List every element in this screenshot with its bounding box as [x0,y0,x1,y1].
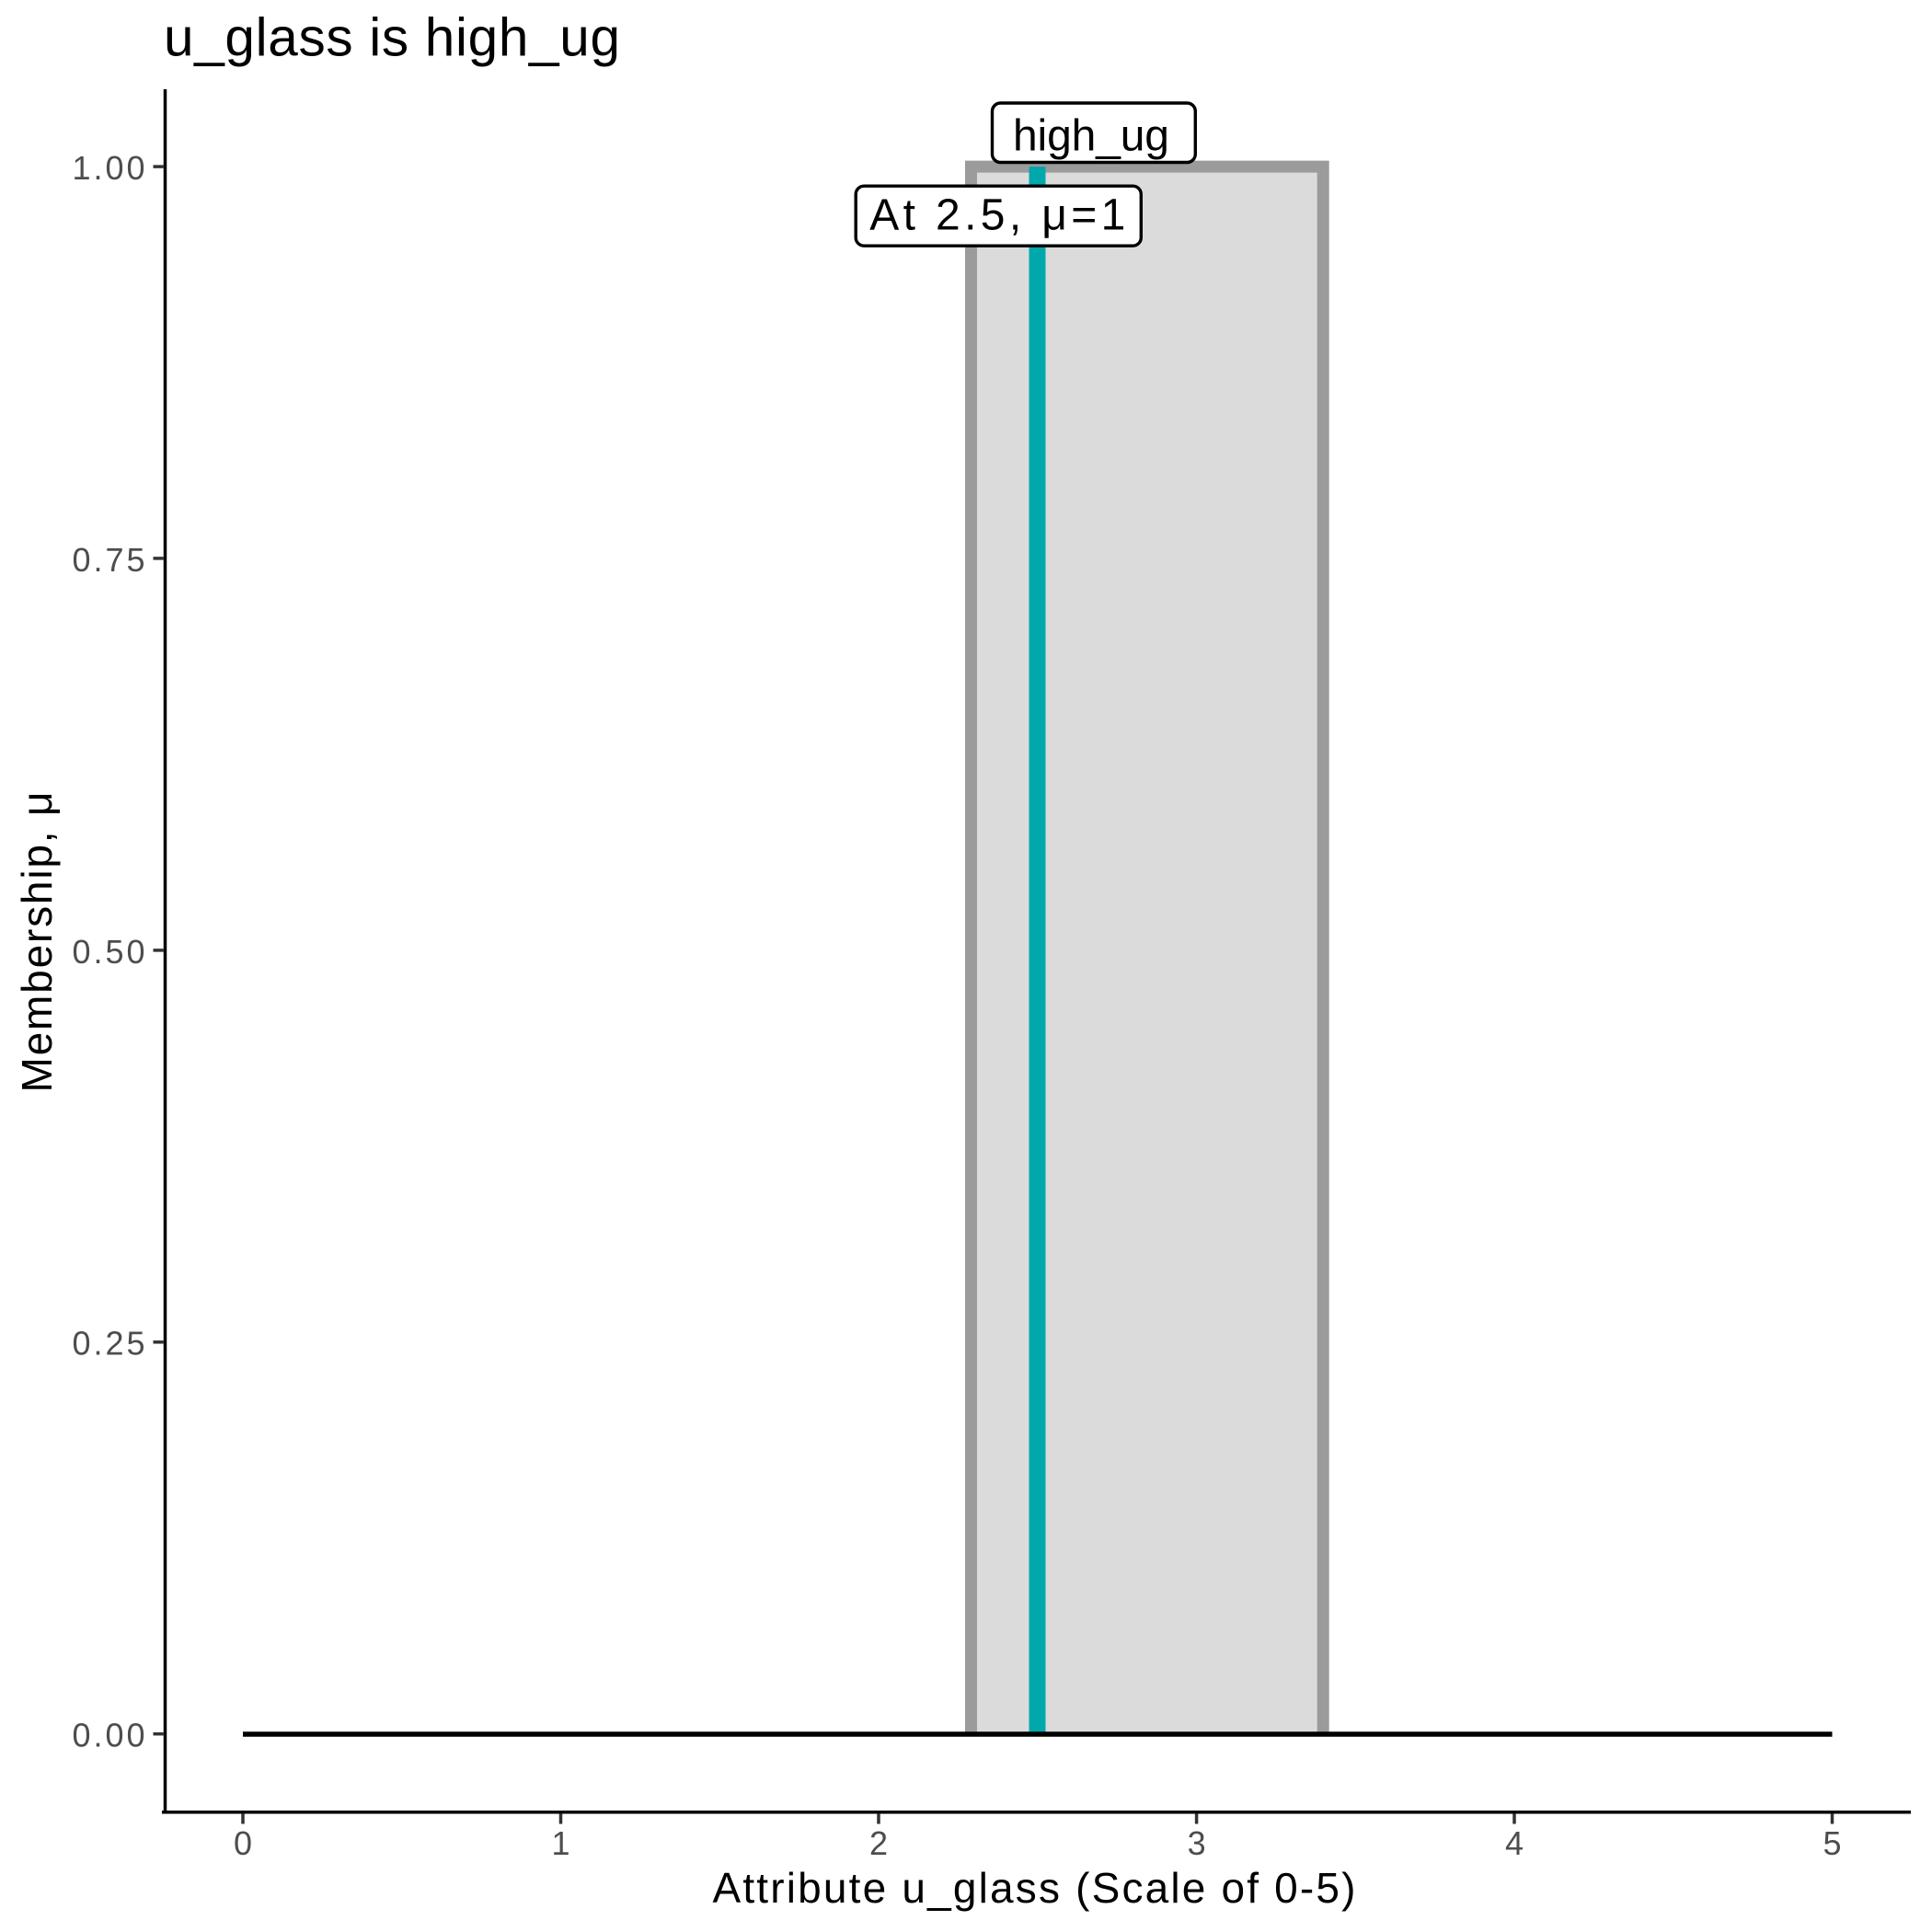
svg-text:At 2.5, μ=1: At 2.5, μ=1 [869,190,1125,239]
svg-text:0: 0 [234,1824,252,1862]
svg-text:2: 2 [869,1824,888,1862]
svg-text:0.25: 0.25 [73,1325,145,1363]
svg-text:1: 1 [551,1824,569,1862]
svg-text:Membership, μ: Membership, μ [13,792,61,1093]
svg-text:Attribute u_glass (Scale of 0-: Attribute u_glass (Scale of 0-5) [713,1864,1356,1912]
svg-text:4: 4 [1505,1824,1524,1862]
svg-text:high_ug: high_ug [1013,111,1169,160]
svg-text:5: 5 [1823,1824,1841,1862]
svg-text:1.00: 1.00 [73,149,145,187]
svg-text:0.75: 0.75 [73,541,145,579]
svg-text:0.00: 0.00 [73,1717,145,1754]
svg-text:3: 3 [1188,1824,1206,1862]
svg-text:u_glass is high_ug: u_glass is high_ug [164,8,620,68]
svg-text:0.50: 0.50 [73,933,145,971]
